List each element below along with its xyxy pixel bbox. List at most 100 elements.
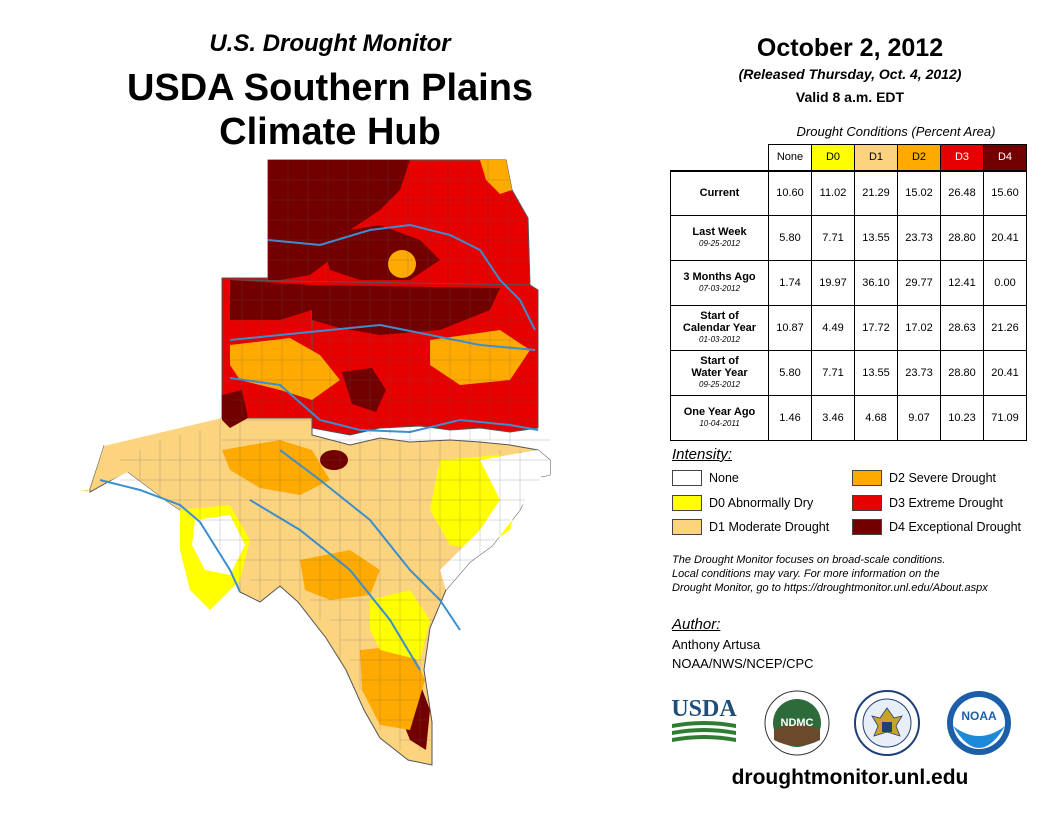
author-heading: Author: <box>672 616 721 633</box>
row-label: 3 Months Ago 07-03-2012 <box>670 260 769 306</box>
row-label: Start of Calendar Year 01-03-2012 <box>670 305 769 351</box>
legend-item-d3: D3 Extreme Drought <box>852 495 1003 511</box>
table-cell: 3.46 <box>811 395 855 441</box>
legend-swatch <box>852 470 882 486</box>
table-cell: 5.80 <box>768 215 812 261</box>
title-line-1: USDA Southern Plains <box>126 67 534 109</box>
table-cell: 28.80 <box>940 350 984 396</box>
table-header-row: None D0 D1 D2 D3 D4 <box>671 144 1027 171</box>
table-cell: 71.09 <box>983 395 1027 441</box>
row-label-text: 3 Months Ago <box>683 271 756 283</box>
noaa-logo: NOAA <box>947 691 1011 755</box>
table-cell: 20.41 <box>983 215 1027 261</box>
table-row: Start of Calendar Year 01-03-2012 10.87 4.… <box>670 305 1027 351</box>
table-cell: 23.73 <box>897 350 941 396</box>
note-line-2: Local conditions may vary. For more info… <box>672 568 940 580</box>
table-cell: 7.71 <box>811 215 855 261</box>
ndmc-logo: NDMC <box>764 690 830 756</box>
table-cell: 17.02 <box>897 305 941 351</box>
legend-swatch <box>672 519 702 535</box>
d2-oklahoma-east <box>430 330 530 385</box>
table-cell: 4.68 <box>854 395 898 441</box>
table-cell: 36.10 <box>854 260 898 306</box>
valid-time: Valid 8 a.m. EDT <box>795 89 905 105</box>
legend-label: D4 Exceptional Drought <box>889 520 1022 534</box>
table-cell: 5.80 <box>768 350 812 396</box>
usda-logo-text: USDA <box>671 696 737 722</box>
legend-item-d1: D1 Moderate Drought <box>672 519 829 535</box>
column-d2: D2 <box>897 144 941 171</box>
map-subtitle: U.S. Drought Monitor <box>209 30 451 57</box>
d2-texas-north <box>222 440 330 495</box>
table-cell: 21.29 <box>854 169 898 216</box>
release-date: (Released Thursday, Oct. 4, 2012) <box>738 66 962 82</box>
website-url[interactable]: droughtmonitor.unl.edu <box>731 766 969 789</box>
noaa-logo-text: NOAA <box>961 709 997 723</box>
table-cell: 21.26 <box>983 305 1027 351</box>
table-cell: 7.71 <box>811 350 855 396</box>
legend-label: None <box>709 471 739 485</box>
row-label-text: Last Week <box>692 226 747 238</box>
county-grid <box>120 160 550 750</box>
column-none: None <box>768 144 812 171</box>
author-name: Anthony Artusa <box>672 637 761 652</box>
river-brazos <box>279 449 461 631</box>
report-date: October 2, 2012 <box>756 34 944 62</box>
legend-item-d4: D4 Exceptional Drought <box>852 519 1021 535</box>
row-label: One Year Ago 10-04-2011 <box>670 395 769 441</box>
table-cell: 13.55 <box>854 350 898 396</box>
row-date: 01-03-2012 <box>699 335 740 344</box>
author-org: NOAA/NWS/NCEP/CPC <box>672 656 814 671</box>
legend-swatch <box>672 495 702 511</box>
row-label: Current <box>670 169 769 216</box>
table-cell: 1.46 <box>768 395 812 441</box>
table-cell: 10.23 <box>940 395 984 441</box>
legend-label: D1 Moderate Drought <box>709 520 830 534</box>
row-label-text: Start of <box>700 310 739 322</box>
d4-oklahoma-central <box>342 368 386 412</box>
d4-oklahoma-north <box>312 285 500 335</box>
table-cell: 28.63 <box>940 305 984 351</box>
legend-label: D0 Abnormally Dry <box>709 496 814 510</box>
river-red <box>229 377 539 434</box>
drought-conditions-table: None D0 D1 D2 D3 D4 Current 10.60 11.02 … <box>670 144 1027 441</box>
d2-texas-south <box>360 645 425 730</box>
table-cell: 13.55 <box>854 215 898 261</box>
table-caption: Drought Conditions (Percent Area) <box>796 124 996 139</box>
legend-label: D2 Severe Drought <box>889 471 997 485</box>
usda-logo: USDA <box>671 696 737 742</box>
column-d3: D3 <box>940 144 984 171</box>
drought-map <box>80 159 551 766</box>
row-label: Last Week 09-25-2012 <box>670 215 769 261</box>
table-cell: 23.73 <box>897 215 941 261</box>
disclaimer-note: The Drought Monitor focuses on broad-sca… <box>672 553 1042 595</box>
texas-west <box>90 418 222 522</box>
table-cell: 28.80 <box>940 215 984 261</box>
legend-swatch <box>852 519 882 535</box>
legend-swatch <box>672 470 702 486</box>
row-date: 09-25-2012 <box>699 380 740 389</box>
table-cell: 12.41 <box>940 260 984 306</box>
table-row: Last Week 09-25-2012 5.80 7.71 13.55 23.7… <box>670 215 1027 261</box>
table-cell: 10.87 <box>768 305 812 351</box>
table-row: One Year Ago 10-04-2011 1.46 3.46 4.68 9.… <box>670 395 1027 441</box>
column-d4: D4 <box>983 144 1027 171</box>
row-label: Start of Water Year 09-25-2012 <box>670 350 769 396</box>
table-corner <box>671 145 769 171</box>
legend-title: Intensity: <box>672 446 733 463</box>
legend-item-d0: D0 Abnormally Dry <box>672 495 813 511</box>
table-cell: 10.60 <box>768 169 812 216</box>
map-title: USDA Southern Plains Climate Hub <box>60 66 600 154</box>
table-row: 3 Months Ago 07-03-2012 1.74 19.97 36.10 … <box>670 260 1027 306</box>
legend-item-d2: D2 Severe Drought <box>852 470 996 486</box>
row-date: 09-25-2012 <box>699 239 740 248</box>
note-line-3: Drought Monitor, go to https://droughtmo… <box>672 582 988 594</box>
table-row: Current 10.60 11.02 21.29 15.02 26.48 15… <box>670 169 1027 216</box>
title-line-2: Climate Hub <box>219 111 441 153</box>
table-row: Start of Water Year 09-25-2012 5.80 7.71 1… <box>670 350 1027 396</box>
river-rio-grande <box>99 479 241 593</box>
table-cell: 17.72 <box>854 305 898 351</box>
row-label-text-2: Water Year <box>691 367 748 379</box>
note-line-1: The Drought Monitor focuses on broad-sca… <box>672 554 946 566</box>
row-date: 07-03-2012 <box>699 284 740 293</box>
